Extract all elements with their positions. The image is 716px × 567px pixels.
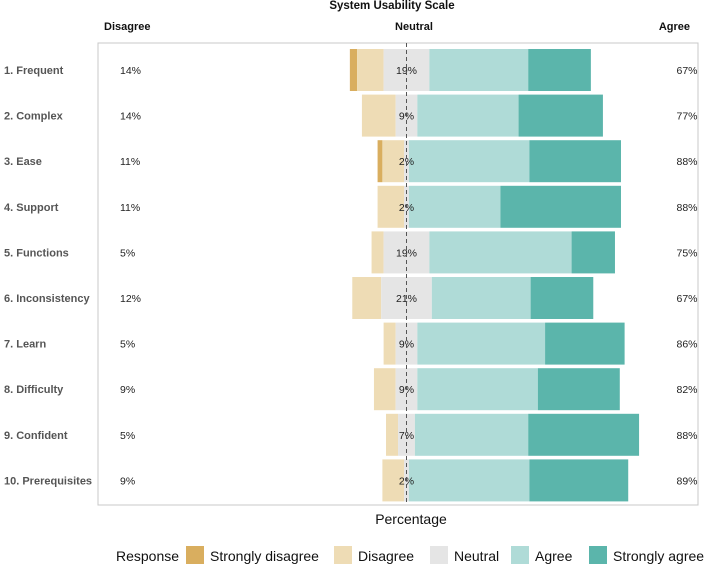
legend-item-agree: Agree: [511, 546, 573, 564]
bar-agree-4: [408, 185, 501, 228]
disagree-percent: 14%: [120, 111, 141, 123]
bar-disagree-5: [371, 231, 384, 274]
category-label: 6. Inconsistency: [4, 293, 90, 305]
bar-disagree-3: [382, 140, 405, 183]
agree-percent: 88%: [676, 156, 697, 168]
category-label: 9. Confident: [4, 430, 68, 442]
legend-label: Disagree: [358, 548, 414, 564]
bar-agree-3: [408, 140, 530, 183]
disagree-percent: 11%: [120, 156, 140, 168]
agree-percent: 67%: [676, 65, 697, 77]
bar-strongly-agree-6: [530, 277, 594, 319]
disagree-percent: 9%: [120, 475, 135, 487]
agree-percent: 67%: [676, 293, 697, 305]
legend-swatch: [511, 546, 529, 564]
bar-disagree-4: [377, 185, 405, 228]
neutral-header: Neutral: [395, 21, 433, 33]
bar-strongly-agree-5: [571, 231, 615, 274]
bar-disagree-9: [386, 413, 399, 456]
legend: Response Strongly disagree Disagree Neutra…: [116, 546, 704, 564]
disagree-percent: 5%: [120, 430, 135, 442]
agree-header: Agree: [659, 21, 690, 33]
legend-title: Response: [116, 548, 179, 564]
bar-agree-6: [431, 277, 531, 319]
bar-disagree-8: [373, 368, 396, 411]
bar-neutral-5: [383, 231, 430, 274]
bar-strongly-agree-10: [529, 459, 629, 502]
disagree-percent: 12%: [120, 293, 141, 305]
agree-percent: 88%: [676, 430, 697, 442]
legend-item-neutral: Neutral: [430, 546, 499, 564]
bar-disagree-1: [357, 49, 384, 91]
category-label: 1. Frequent: [4, 65, 64, 77]
plot-panel: [97, 42, 699, 506]
category-label: 3. Ease: [4, 156, 42, 168]
disagree-percent: 5%: [120, 339, 135, 351]
neutral-percent: 9%: [399, 384, 414, 396]
legend-label: Neutral: [454, 548, 499, 564]
agree-percent: 86%: [676, 339, 697, 351]
legend-label: Agree: [535, 548, 573, 564]
agree-percent: 82%: [676, 384, 697, 396]
legend-swatch: [430, 546, 448, 564]
category-label: 8. Difficulty: [4, 384, 64, 396]
legend-swatch: [186, 546, 204, 564]
bar-strongly-disagree-3: [377, 140, 383, 183]
legend-label: Strongly disagree: [210, 548, 319, 564]
bar-strongly-agree-4: [500, 185, 621, 228]
bar-agree-9: [414, 413, 529, 456]
category-label: 5. Functions: [4, 247, 69, 259]
disagree-percent: 14%: [120, 65, 141, 77]
percent-labels: 14% 19% 67%14% 9% 77%11% 2% 88%11% 2% 88%5% 19% 75…: [120, 65, 698, 487]
disagree-percent: 5%: [120, 247, 135, 259]
bar-disagree-7: [383, 322, 396, 365]
category-label: 7. Learn: [4, 339, 46, 351]
category-label: 10. Prerequisites: [4, 475, 92, 487]
disagree-header: Disagree: [104, 21, 150, 33]
legend-label: Strongly agree: [613, 548, 704, 564]
legend-swatch: [589, 546, 607, 564]
disagree-percent: 11%: [120, 202, 140, 214]
bar-strongly-agree-1: [528, 49, 591, 91]
bar-strongly-agree-3: [529, 140, 621, 183]
chart-title: System Usability Scale: [329, 0, 454, 12]
bar-disagree-10: [382, 459, 405, 502]
category-label: 2. Complex: [4, 111, 64, 123]
bar-agree-7: [417, 322, 546, 365]
bar-strongly-disagree-1: [349, 49, 358, 91]
bar-rows: [349, 49, 640, 502]
x-axis-label: Percentage: [375, 511, 447, 527]
bar-neutral-9: [398, 413, 415, 456]
legend-swatch: [334, 546, 352, 564]
agree-percent: 77%: [676, 111, 697, 123]
bar-agree-8: [417, 368, 538, 411]
bar-agree-5: [429, 231, 572, 274]
bar-neutral-3: [404, 140, 409, 183]
bar-disagree-2: [361, 94, 396, 137]
category-labels: 1. Frequent 2. Complex 3. Ease 4. Support 5.…: [4, 65, 92, 487]
bar-strongly-agree-9: [528, 413, 640, 456]
category-label: 4. Support: [4, 202, 59, 214]
bar-disagree-6: [352, 277, 382, 319]
bar-agree-10: [408, 459, 530, 502]
bar-strongly-agree-2: [518, 94, 603, 137]
bar-agree-2: [417, 94, 519, 137]
bar-agree-1: [429, 49, 529, 91]
legend-item-strongly-agree: Strongly agree: [589, 546, 704, 564]
legend-item-disagree: Disagree: [334, 546, 414, 564]
agree-percent: 89%: [676, 475, 697, 487]
agree-percent: 75%: [676, 247, 697, 259]
bar-strongly-agree-8: [537, 368, 620, 411]
agree-percent: 88%: [676, 202, 697, 214]
disagree-percent: 9%: [120, 384, 135, 396]
legend-item-strongly-disagree: Strongly disagree: [186, 546, 319, 564]
bar-strongly-agree-7: [545, 322, 625, 365]
neutral-percent: 2%: [399, 475, 414, 487]
bar-neutral-1: [383, 49, 430, 91]
bar-neutral-7: [395, 322, 418, 365]
